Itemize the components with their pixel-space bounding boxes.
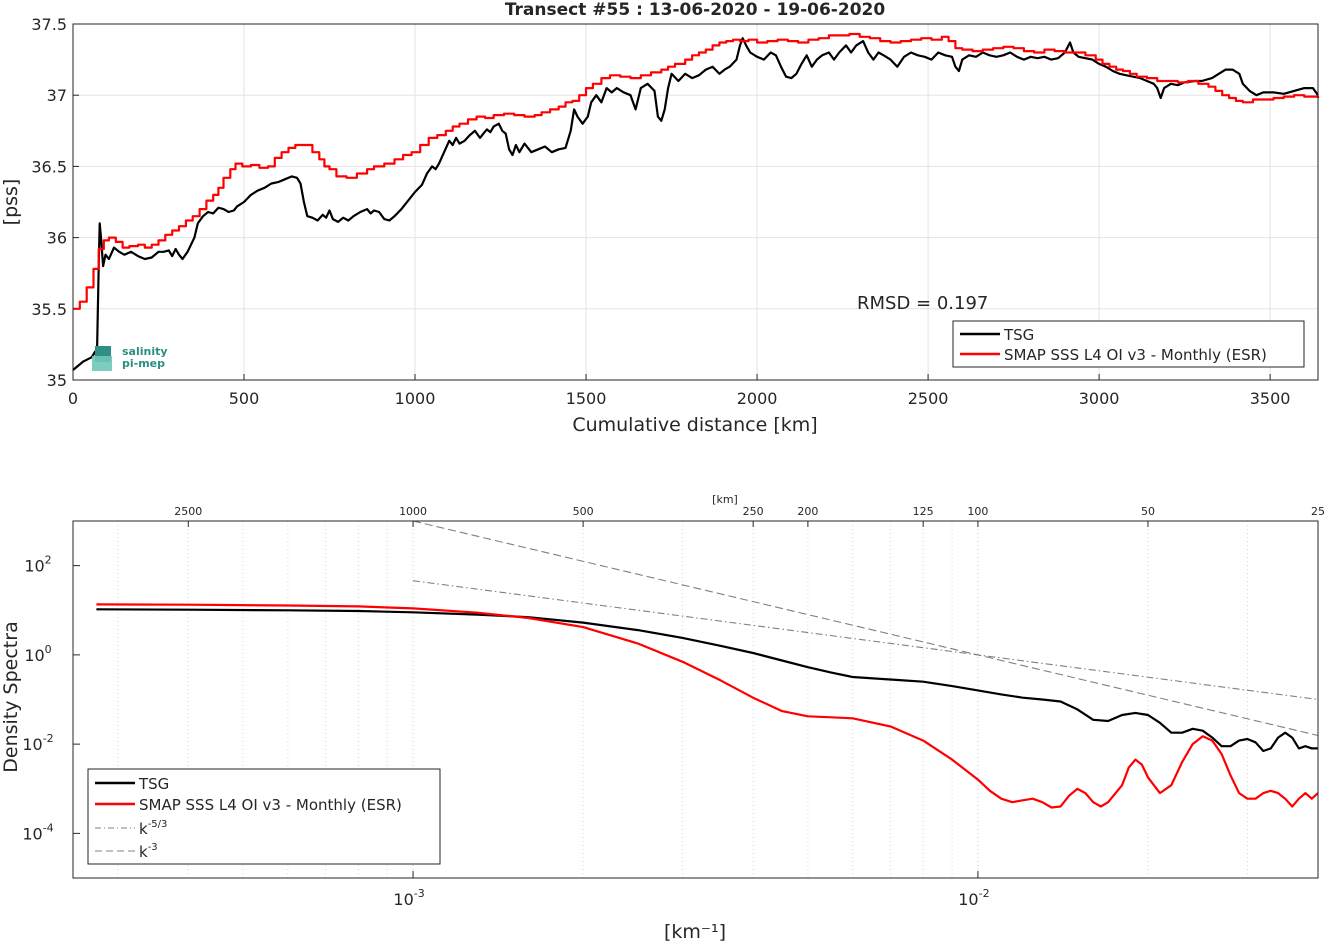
- top-axis-tick-label: 200: [797, 505, 818, 518]
- top-x-ticks: 0 500 1000 1500 2000 2500 3000 3500: [68, 374, 1291, 408]
- top-x-tick-label: 3000: [1079, 389, 1120, 408]
- bottom-series-tsg: [96, 608, 1318, 753]
- top-axis-tick-label: 25: [1311, 505, 1325, 518]
- top-y-ticks: 35 35.5 36 36.5 37 37.5: [31, 15, 79, 390]
- top-x-axis-label: Cumulative distance [km]: [572, 414, 817, 436]
- bottom-series-k3: [412, 520, 1319, 737]
- tick-exponent: -2: [43, 732, 54, 745]
- tick-base: 10: [24, 646, 44, 665]
- top-x-tick-label: 1000: [395, 389, 436, 408]
- top-y-tick-label: 37.5: [31, 15, 67, 34]
- top-axis-tick-label: 250: [743, 505, 764, 518]
- k53-base: k: [139, 820, 148, 838]
- tick-base: 10: [22, 735, 42, 754]
- top-x-tick-label: 0: [68, 389, 78, 408]
- top-series-smap: [73, 32, 1320, 310]
- bottom-x-axis-label: [km⁻¹]: [664, 921, 726, 942]
- bottom-y-tick-label: 102: [24, 554, 51, 576]
- top-plot-frame: [72, 23, 1319, 381]
- top-axis-tick-label: 50: [1141, 505, 1155, 518]
- logo-line1: salinity: [122, 345, 168, 358]
- top-axis-tick-label: 2500: [174, 505, 202, 518]
- tick-exponent: 0: [45, 643, 52, 656]
- k3-base: k: [139, 843, 148, 861]
- bottom-legend-label-smap: SMAP SSS L4 OI v3 - Monthly (ESR): [139, 796, 402, 814]
- bottom-legend: TSG SMAP SSS L4 OI v3 - Monthly (ESR) k-…: [87, 768, 441, 865]
- bottom-legend-box: [87, 768, 441, 865]
- top-legend-box: [952, 320, 1305, 368]
- logo-mark-front: [92, 356, 112, 371]
- top-axis-tick-label: 125: [913, 505, 934, 518]
- top-axis-unit-label: [km]: [712, 493, 738, 506]
- top-x-tick-label: 2000: [737, 389, 778, 408]
- top-axis-tick-label: 100: [967, 505, 988, 518]
- tick-exponent: -4: [43, 821, 54, 834]
- bottom-series-smap: [96, 603, 1319, 809]
- bottom-series-group: [96, 520, 1319, 809]
- chart-title: Transect #55 : 13-06-2020 - 19-06-2020: [505, 0, 886, 20]
- bottom-legend-label-k53: k-5/3: [139, 819, 167, 838]
- bottom-plot-frame: [72, 520, 1319, 879]
- top-y-tick-label: 37: [47, 86, 67, 105]
- top-y-tick-label: 36.5: [31, 157, 67, 176]
- top-y-axis-label: [pss]: [0, 179, 22, 226]
- top-x-tick-label: 3500: [1250, 389, 1291, 408]
- tick-base: 10: [22, 824, 42, 843]
- top-legend-label-smap: SMAP SSS L4 OI v3 - Monthly (ESR): [1004, 346, 1267, 364]
- tick-base: 10: [24, 557, 44, 576]
- top-axis-tick-label: 1000: [399, 505, 427, 518]
- bottom-y-tick-label: 10-4: [22, 821, 53, 843]
- salinity-pi-mep-logo: salinity pi-mep: [92, 345, 168, 371]
- bottom-top-axis-ticks: 2500 1000 500 250 200 125 100 50 25: [174, 505, 1325, 527]
- bottom-x-ticks: 10-3 10-2: [393, 871, 990, 909]
- tick-exponent: 2: [45, 554, 52, 567]
- top-x-tick-label: 500: [229, 389, 260, 408]
- logo-line2: pi-mep: [122, 357, 165, 370]
- tick-exponent: -3: [414, 887, 425, 900]
- bottom-legend-label-tsg: TSG: [138, 775, 169, 793]
- k3-exp: -3: [148, 842, 158, 853]
- bottom-y-tick-label: 100: [24, 643, 51, 665]
- top-series-group: [72, 32, 1320, 371]
- top-legend-label-tsg: TSG: [1003, 326, 1034, 344]
- bottom-x-tick-label: 10-2: [958, 887, 989, 909]
- tick-base: 10: [393, 890, 413, 909]
- k53-exp: -5/3: [148, 819, 168, 830]
- top-x-tick-label: 1500: [566, 389, 607, 408]
- rmsd-annotation: RMSD = 0.197: [857, 293, 988, 314]
- top-x-tick-label: 2500: [908, 389, 949, 408]
- top-y-tick-label: 36: [47, 229, 67, 248]
- tick-exponent: -2: [979, 887, 990, 900]
- top-y-tick-label: 35.5: [31, 300, 67, 319]
- bottom-x-tick-label: 10-3: [393, 887, 424, 909]
- top-axis-tick-label: 500: [573, 505, 594, 518]
- tick-base: 10: [958, 890, 978, 909]
- bottom-y-tick-label: 10-2: [22, 732, 53, 754]
- top-y-tick-label: 35: [47, 371, 67, 390]
- chart-top: 0 500 1000 1500 2000 2500 3000 3500 35 35.5 36 36.…: [0, 0, 1320, 436]
- top-legend: TSG SMAP SSS L4 OI v3 - Monthly (ESR): [952, 320, 1305, 368]
- bottom-y-axis-label: Density Spectra: [0, 621, 22, 772]
- top-series-tsg: [72, 37, 1319, 371]
- bottom-legend-label-k3: k-3: [139, 842, 158, 861]
